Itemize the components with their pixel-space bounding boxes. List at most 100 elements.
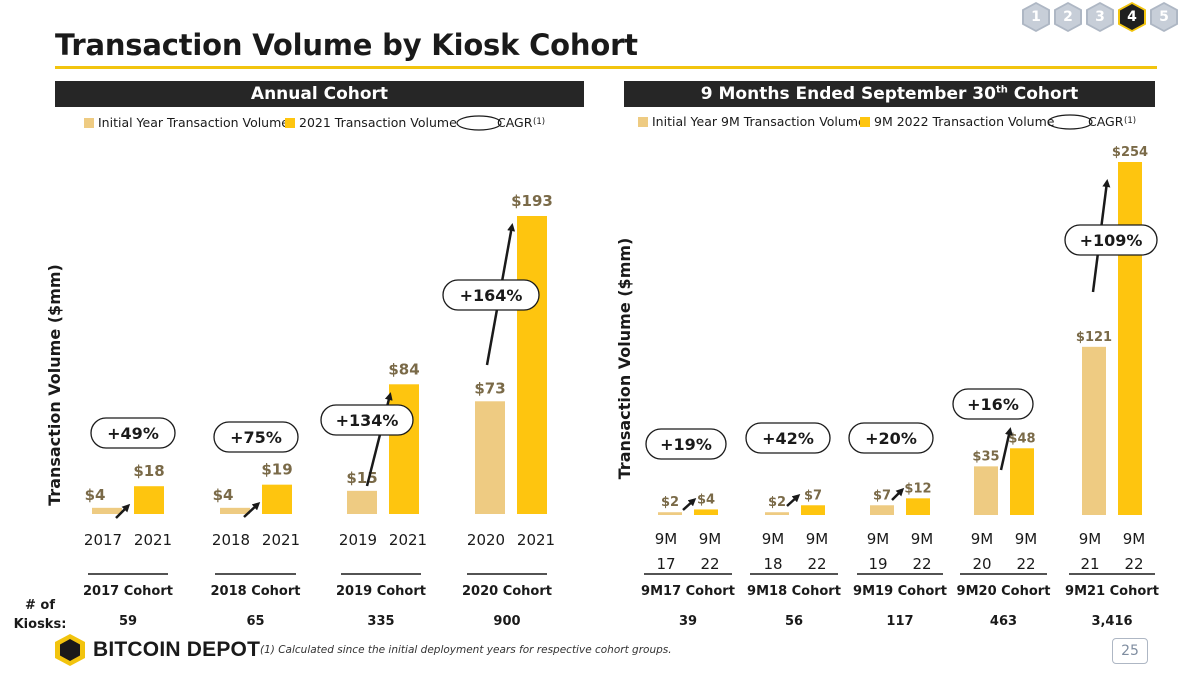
cagr-label-1-3: +16% <box>967 395 1019 414</box>
x-tick-initial-bottom-1-2: 19 <box>868 555 887 573</box>
bar-current-1-4 <box>1118 162 1142 515</box>
kiosk-count-0-3: 900 <box>493 614 520 629</box>
bar-initial-1-2 <box>870 505 894 515</box>
cagr-bubble-0-3 <box>442 279 540 311</box>
legend-current-label-1: 9M 2022 Transaction Volume <box>874 114 1055 129</box>
x-tick-initial-top-1-2: 9M <box>867 530 890 548</box>
x-tick-current-top-1-3: 9M <box>1015 530 1038 548</box>
x-tick-current-0-2: 2021 <box>389 531 427 549</box>
x-tick-current-0-1: 2021 <box>262 531 300 549</box>
cohort-name-0-0: 2017 Cohort <box>83 584 173 599</box>
y-axis-label-0: Transaction Volume ($mm) <box>45 264 64 506</box>
data-label-initial-1-0: $2 <box>661 495 679 510</box>
kiosk-count-1-4: 3,416 <box>1091 614 1132 629</box>
annual-cohort-header: Annual Cohort <box>55 81 584 107</box>
cohort-name-1-0: 9M17 Cohort <box>641 584 735 599</box>
data-label-current-1-0: $4 <box>697 492 715 507</box>
legend-initial-swatch-0 <box>84 118 94 128</box>
footnote: (1) Calculated since the initial deploym… <box>260 644 672 656</box>
x-tick-current-top-1-2: 9M <box>911 530 934 548</box>
x-tick-initial-bottom-1-4: 21 <box>1080 555 1099 573</box>
legend-initial-label-1: Initial Year 9M Transaction Volume <box>652 114 866 129</box>
bar-initial-0-1 <box>220 507 250 514</box>
data-label-initial-0-0: $4 <box>85 486 106 504</box>
cagr-label-1-4: +109% <box>1080 231 1143 250</box>
kiosk-count-0-2: 335 <box>367 614 394 629</box>
cagr-arrow-0-0 <box>115 503 131 519</box>
x-tick-initial-0-2: 2019 <box>339 531 377 549</box>
cagr-bubble-1-0 <box>645 428 727 460</box>
legend-current-swatch-0 <box>285 118 295 128</box>
x-tick-initial-0-1: 2018 <box>212 531 250 549</box>
nine-month-cohort-header: 9 Months Ended September 30th Cohort <box>624 81 1155 107</box>
data-label-initial-0-1: $4 <box>213 486 234 504</box>
cagr-label-0-2: +134% <box>336 411 399 430</box>
title-underline <box>55 66 1157 69</box>
cohort-name-1-1: 9M18 Cohort <box>747 584 841 599</box>
x-tick-initial-0-0: 2017 <box>84 531 122 549</box>
bar-initial-1-4 <box>1082 346 1106 515</box>
bar-initial-1-0 <box>658 512 682 515</box>
bar-initial-1-1 <box>765 512 789 515</box>
logo-text: BITCOIN DEPOT <box>93 638 261 661</box>
cohort-name-1-2: 9M19 Cohort <box>853 584 947 599</box>
kiosks-label-line-2: Kiosks: <box>14 617 67 632</box>
legend-cagr-label-0: CAGR <box>497 115 533 130</box>
bitcoin-depot-logo: BITCOIN DEPOT <box>55 634 260 666</box>
x-tick-initial-top-1-0: 9M <box>655 530 678 548</box>
x-tick-current-0-3: 2021 <box>517 531 555 549</box>
cagr-label-1-2: +20% <box>865 429 917 448</box>
x-tick-current-bottom-1-0: 22 <box>700 555 719 573</box>
x-tick-current-top-1-0: 9M <box>699 530 722 548</box>
cagr-bubble-1-1 <box>745 422 831 454</box>
legend-initial-swatch-1 <box>638 117 648 127</box>
data-label-initial-0-2: $15 <box>346 469 377 487</box>
cohort-name-1-3: 9M20 Cohort <box>957 584 1051 599</box>
bar-current-1-2 <box>906 498 930 515</box>
x-tick-initial-0-3: 2020 <box>467 531 505 549</box>
cohort-name-0-3: 2020 Cohort <box>462 584 552 599</box>
annual-cohort-title: Annual Cohort <box>250 84 389 104</box>
bar-current-1-1 <box>801 505 825 515</box>
x-tick-current-bottom-1-3: 22 <box>1016 555 1035 573</box>
y-axis-label-1: Transaction Volume ($mm) <box>615 238 634 480</box>
data-label-current-0-2: $84 <box>388 360 419 378</box>
cagr-arrow-0-1 <box>243 501 261 518</box>
data-label-current-1-4: $254 <box>1112 145 1148 160</box>
x-tick-current-bottom-1-2: 22 <box>912 555 931 573</box>
cagr-label-0-3: +164% <box>460 286 523 305</box>
kiosk-count-1-1: 56 <box>785 614 803 629</box>
nine-month-cohort-title: 9 Months Ended September 30th Cohort <box>700 84 1079 104</box>
bar-initial-0-2 <box>347 490 377 514</box>
logo-hex-icon <box>55 634 85 666</box>
x-tick-initial-top-1-3: 9M <box>971 530 994 548</box>
bar-current-1-0 <box>694 509 718 515</box>
legend-cagr-note-0: (1) <box>533 117 545 127</box>
kiosk-count-0-1: 65 <box>246 614 264 629</box>
page-title: Transaction Volume by Kiosk Cohort <box>55 28 638 62</box>
legend-current-swatch-1 <box>860 117 870 127</box>
page-number: 25 <box>1112 638 1148 664</box>
legend-cagr-note-1: (1) <box>1124 116 1136 126</box>
cohort-name-0-1: 2018 Cohort <box>211 584 301 599</box>
data-label-initial-1-4: $121 <box>1076 330 1112 345</box>
kiosk-count-1-2: 117 <box>886 614 913 629</box>
legend-cagr-ellipse-1 <box>1047 114 1093 130</box>
bar-current-0-1 <box>262 484 292 514</box>
data-label-current-1-1: $7 <box>804 488 822 503</box>
bar-current-0-3 <box>517 216 547 514</box>
data-label-current-0-3: $193 <box>511 192 553 210</box>
data-label-initial-1-1: $2 <box>768 495 786 510</box>
kiosk-count-1-0: 39 <box>679 614 697 629</box>
x-tick-initial-top-1-4: 9M <box>1079 530 1102 548</box>
x-tick-initial-bottom-1-0: 17 <box>656 555 675 573</box>
cagr-bubble-0-1 <box>213 421 299 453</box>
x-tick-current-0-0: 2021 <box>134 531 172 549</box>
data-label-current-1-2: $12 <box>904 481 931 496</box>
bar-current-0-2 <box>389 384 419 514</box>
data-label-initial-1-3: $35 <box>972 449 999 464</box>
data-label-initial-0-3: $73 <box>474 379 505 397</box>
bar-current-1-3 <box>1010 448 1034 515</box>
cagr-bubble-1-4 <box>1064 224 1158 256</box>
legend-initial-label-0: Initial Year Transaction Volume <box>98 115 289 130</box>
